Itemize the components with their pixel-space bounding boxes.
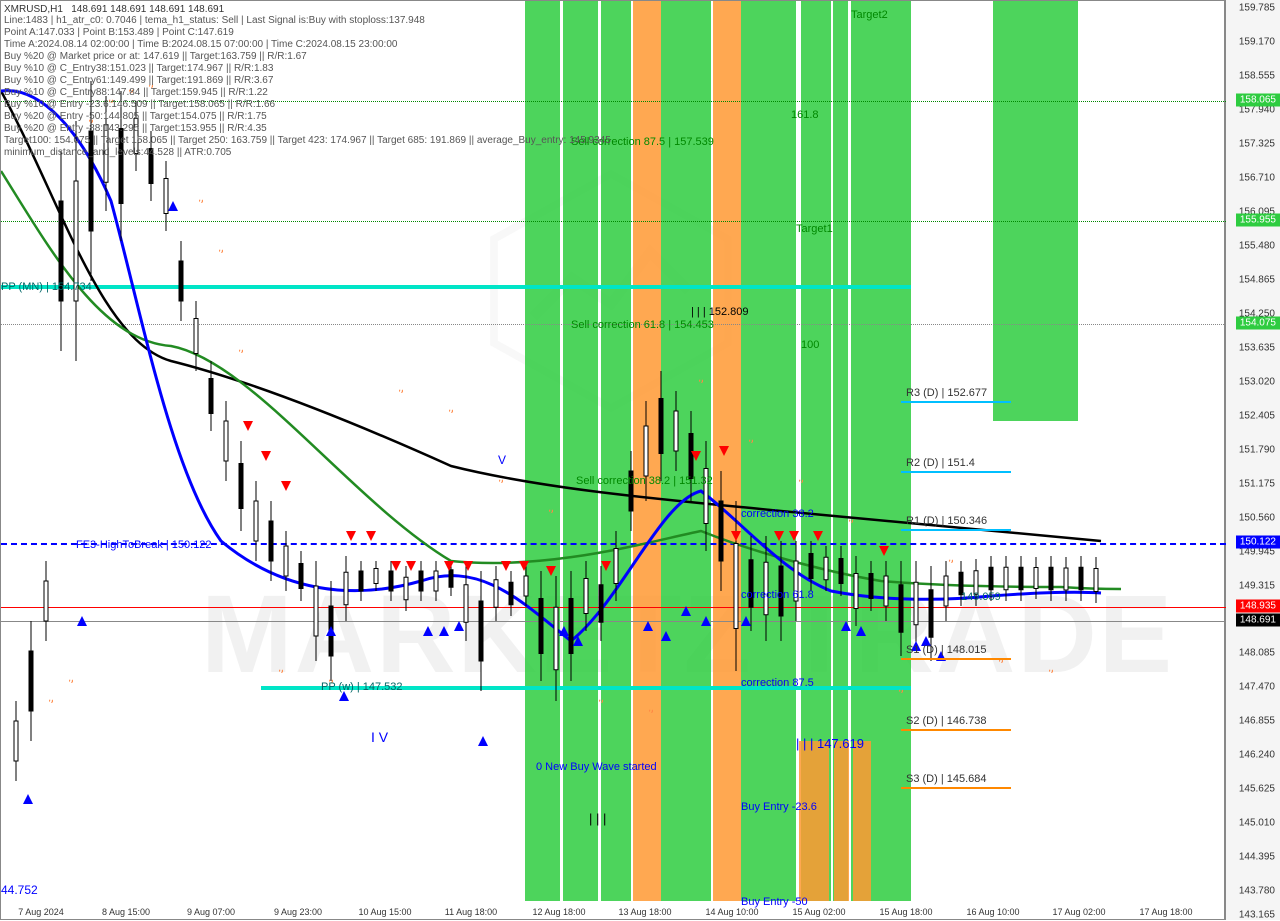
price-tick: 143.165	[1239, 910, 1275, 921]
daily-level-label: S2 (D) | 146.738	[906, 715, 987, 727]
price-tick: 153.020	[1239, 377, 1275, 388]
info-line: Buy %10 @ C_Entry61:149.499 || Target:19…	[4, 75, 611, 87]
daily-level-label: R3 (D) | 152.677	[906, 387, 987, 399]
info-line: Buy %10 @ C_Entry38:151.023 || Target:17…	[4, 63, 611, 75]
time-tick: 9 Aug 07:00	[187, 907, 235, 917]
daily-level-line	[901, 471, 1011, 473]
info-line: Point A:147.033 | Point B:153.489 | Poin…	[4, 27, 611, 39]
time-tick: 9 Aug 23:00	[274, 907, 322, 917]
info-lines-container: Line:1483 | h1_atr_c0: 0.7046 | tema_h1_…	[4, 15, 611, 159]
price-tick: 153.635	[1239, 343, 1275, 354]
info-line: Line:1483 | h1_atr_c0: 0.7046 | tema_h1_…	[4, 15, 611, 27]
price-marker: 155.955	[1236, 214, 1280, 227]
ohlc-label: 148.691 148.691 148.691 148.691	[71, 4, 224, 15]
price-tick: 149.315	[1239, 581, 1275, 592]
info-block: XMRUSD,H1 148.691 148.691 148.691 148.69…	[4, 4, 611, 159]
price-tick: 155.480	[1239, 241, 1275, 252]
price-tick: 158.555	[1239, 71, 1275, 82]
time-tick: 11 Aug 18:00	[445, 907, 497, 917]
daily-level-label: S1 (D) | 148.015	[906, 644, 987, 656]
price-tick: 159.170	[1239, 37, 1275, 48]
price-marker: 148.935	[1236, 600, 1280, 613]
price-tick: 147.470	[1239, 682, 1275, 693]
time-tick: 14 Aug 10:00	[705, 907, 758, 917]
price-axis: 159.785159.170158.555157.940157.325156.7…	[1225, 0, 1280, 920]
price-tick: 151.175	[1239, 479, 1275, 490]
daily-level-line	[901, 529, 1011, 531]
time-tick: 16 Aug 10:00	[966, 907, 1019, 917]
time-tick: 17 Aug 02:00	[1052, 907, 1105, 917]
price-tick: 143.780	[1239, 886, 1275, 897]
price-marker: 150.122	[1236, 536, 1280, 549]
symbol-label: XMRUSD,H1	[4, 4, 63, 15]
info-line: Target100: 154.075 || Target 158.065 || …	[4, 135, 611, 147]
time-tick: 13 Aug 18:00	[618, 907, 671, 917]
price-marker: 158.065	[1236, 94, 1280, 107]
price-tick: 145.625	[1239, 784, 1275, 795]
info-line: Time A:2024.08.14 02:00:00 | Time B:2024…	[4, 39, 611, 51]
price-tick: 151.790	[1239, 445, 1275, 456]
price-tick: 152.405	[1239, 411, 1275, 422]
time-tick: 7 Aug 2024	[18, 907, 64, 917]
time-axis: 7 Aug 2024 8 Aug 15:00 9 Aug 07:00 9 Aug 23…	[1, 901, 1224, 919]
daily-level-label: R2 (D) | 151.4	[906, 457, 975, 469]
time-tick: 10 Aug 15:00	[358, 907, 411, 917]
price-tick: 156.710	[1239, 173, 1275, 184]
price-tick: 144.395	[1239, 852, 1275, 863]
time-tick: 17 Aug 18:00	[1139, 907, 1192, 917]
info-line: Buy %10 @ Entry -23.6:146.509 || Target:…	[4, 99, 611, 111]
time-tick: 15 Aug 02:00	[792, 907, 845, 917]
info-line: Buy %20 @ Entry -88:143.295 || Target:15…	[4, 123, 611, 135]
price-tick: 146.240	[1239, 750, 1275, 761]
time-tick: 15 Aug 18:00	[879, 907, 932, 917]
price-tick: 145.010	[1239, 818, 1275, 829]
price-tick: 159.785	[1239, 3, 1275, 14]
info-line: Buy %20 @ Entry -50:144.805 || Target:15…	[4, 111, 611, 123]
price-tick: 146.855	[1239, 716, 1275, 727]
price-marker: 148.691	[1236, 614, 1280, 627]
info-line: Buy %10 @ C_Entry88:147.84 || Target:159…	[4, 87, 611, 99]
price-tick: 150.560	[1239, 513, 1275, 524]
daily-level-line	[901, 729, 1011, 731]
info-line: Buy %20 @ Market price or at: 147.619 ||…	[4, 51, 611, 63]
chart-area[interactable]: MARKETZ TRADE Target2161.8Sell correctio…	[0, 0, 1225, 920]
daily-level-line	[901, 658, 1011, 660]
time-tick: 12 Aug 18:00	[532, 907, 585, 917]
price-tick: 154.865	[1239, 275, 1275, 286]
daily-level-label: S3 (D) | 145.684	[906, 773, 987, 785]
price-tick: 157.325	[1239, 139, 1275, 150]
info-line: minimum_distance_and_levels:44.528 || AT…	[4, 147, 611, 159]
daily-level-line	[901, 787, 1011, 789]
daily-level-label: R1 (D) | 150.346	[906, 515, 987, 527]
daily-level-line	[901, 401, 1011, 403]
time-tick: 8 Aug 15:00	[102, 907, 150, 917]
price-tick: 148.085	[1239, 648, 1275, 659]
price-marker: 154.075	[1236, 317, 1280, 330]
